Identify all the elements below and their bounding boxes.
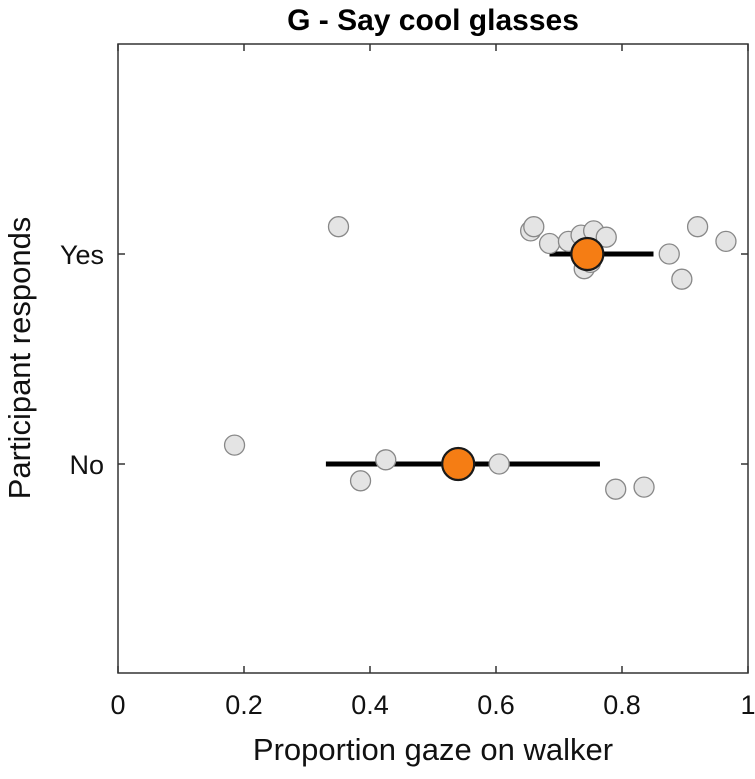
data-point-yes — [538, 232, 561, 255]
y-tick-label: Yes — [60, 240, 104, 270]
data-point-no — [375, 449, 397, 471]
data-point-no — [488, 453, 510, 475]
axes-box — [117, 43, 749, 674]
data-point-no — [223, 434, 246, 456]
chart-title: G - Say cool glasses — [287, 4, 579, 37]
x-tick-label: 0.8 — [603, 690, 641, 720]
data-point-yes — [671, 268, 693, 290]
mean-markers — [441, 236, 605, 482]
x-axis-ticks: 0 0.2 0.4 0.6 0.8 1 — [110, 44, 755, 720]
x-tick-label: 0.4 — [351, 690, 389, 720]
data-point-yes — [658, 243, 680, 265]
mean-marker-yes — [570, 236, 605, 272]
data-points — [223, 216, 737, 500]
error-bars — [325, 251, 654, 467]
y-axis-label: Participant responds — [2, 217, 37, 500]
x-axis-label: Proportion gaze on walker — [253, 732, 613, 767]
x-tick-label: 0 — [110, 690, 125, 720]
mean-marker-no — [441, 446, 476, 482]
data-point-yes — [327, 216, 350, 238]
data-point-yes — [715, 230, 737, 253]
data-point-yes — [595, 226, 617, 248]
data-point-yes — [686, 216, 709, 238]
x-tick-label: 1 — [740, 690, 755, 720]
x-tick-label: 0.6 — [477, 690, 515, 720]
y-axis-ticks: No Yes — [60, 240, 748, 480]
data-point-no — [633, 476, 655, 498]
data-point-yes — [523, 216, 545, 238]
data-point-no — [605, 478, 627, 500]
plot-area: 0 0.2 0.4 0.6 0.8 1 No Yes — [60, 43, 755, 720]
y-tick-label: No — [69, 450, 104, 480]
x-tick-label: 0.2 — [225, 690, 263, 720]
data-point-no — [349, 470, 372, 492]
